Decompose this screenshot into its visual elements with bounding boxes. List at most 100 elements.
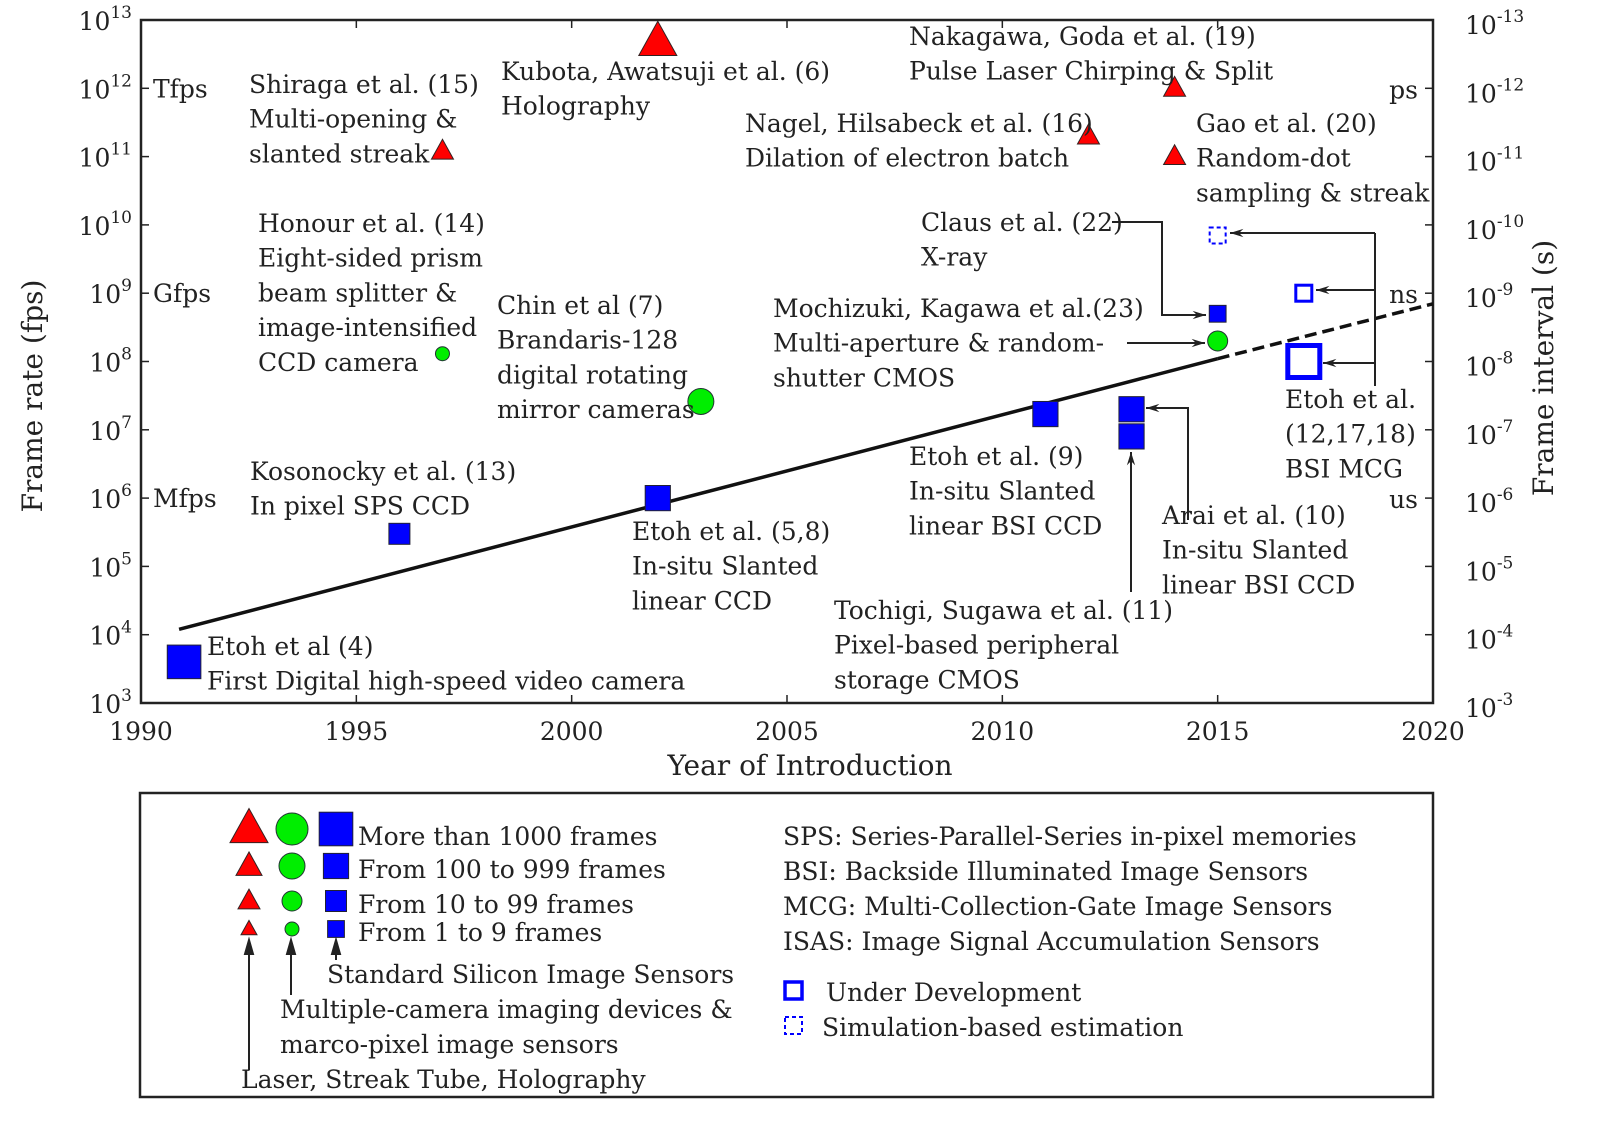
arrowhead-icon	[1192, 310, 1206, 320]
legend-category-label: marco-pixel image sensors	[280, 1030, 619, 1059]
point-square	[1294, 283, 1314, 303]
point-annotation: Nakagawa, Goda et al. (19)	[909, 22, 1256, 51]
y-tick-label: 103	[89, 686, 132, 719]
tick-base: 10	[79, 7, 111, 36]
tick-exponent: -11	[1497, 144, 1524, 164]
y2-tick-label: 10-9	[1465, 280, 1513, 313]
point-triangle	[1076, 123, 1101, 145]
arrowhead-icon	[330, 936, 342, 955]
arrowhead-icon	[1230, 228, 1244, 238]
x-tick-label: 1990	[109, 717, 173, 746]
y-tick-label: 109	[89, 276, 132, 309]
y-tick-label: 1012	[79, 71, 132, 104]
legend-square	[322, 852, 350, 880]
tick-exponent: -9	[1497, 280, 1514, 300]
tick-base: 10	[89, 280, 121, 309]
tick-exponent: -6	[1497, 485, 1514, 505]
tick-exponent: 9	[121, 276, 132, 296]
point-annotation: Random-dot	[1196, 144, 1351, 173]
point-annotation: linear BSI CCD	[909, 511, 1102, 540]
arrowhead-icon	[1323, 358, 1337, 368]
tick-base: 10	[1465, 11, 1497, 40]
tick-exponent: 5	[121, 549, 132, 569]
tick-exponent: -4	[1497, 622, 1514, 642]
point-annotation: In-situ Slanted	[1162, 536, 1348, 565]
point-annotation: Mochizuki, Kagawa et al.(23)	[773, 294, 1144, 323]
point-triangle	[430, 138, 455, 160]
tick-base: 10	[89, 553, 121, 582]
point-triangle	[1162, 143, 1187, 166]
point-annotation: Arai et al. (10)	[1161, 501, 1346, 530]
tick-exponent: -12	[1497, 75, 1524, 95]
x-tick-label: 1995	[325, 717, 389, 746]
point-annotation: In pixel SPS CCD	[250, 492, 470, 521]
point-annotation: Kubota, Awatsuji et al. (6)	[501, 57, 830, 86]
x-axis-label: Year of Introduction	[666, 749, 952, 782]
tick-base: 10	[1465, 79, 1497, 108]
unit-label: ns	[1389, 280, 1418, 309]
point-annotation: Shiraga et al. (15)	[249, 70, 479, 99]
arrowhead-icon	[1146, 403, 1160, 413]
tick-exponent: -8	[1497, 349, 1514, 369]
legend-category-label: Laser, Streak Tube, Holography	[241, 1065, 646, 1094]
tick-exponent: 8	[121, 345, 132, 365]
tick-exponent: -5	[1497, 553, 1514, 573]
arrowhead-icon	[1191, 338, 1205, 348]
tick-base: 10	[89, 690, 121, 719]
tick-base: 10	[79, 144, 111, 173]
arrow-claus	[1112, 221, 1206, 316]
point-circle	[687, 387, 715, 415]
legend-triangle	[229, 807, 269, 844]
trend-line-projected	[1217, 302, 1434, 361]
y2-tick-label: 10-8	[1465, 349, 1513, 382]
x-tick-label: 2020	[1401, 717, 1465, 746]
point-annotation: Etoh et al.	[1285, 385, 1416, 414]
legend-circle	[284, 921, 300, 937]
legend-size-label: From 1 to 9 frames	[358, 918, 602, 947]
y2-tick-label: 10-3	[1465, 690, 1513, 723]
point-annotation: storage CMOS	[834, 665, 1020, 694]
y2-tick-label: 10-6	[1465, 485, 1513, 518]
arrowhead-icon	[1126, 452, 1136, 466]
point-annotation: linear BSI CCD	[1162, 570, 1355, 599]
tick-exponent: 10	[110, 208, 132, 228]
legend-box	[138, 791, 1435, 1099]
tick-base: 10	[89, 349, 121, 378]
x-tick-label: 2010	[971, 717, 1035, 746]
point-annotation: Chin et al (7)	[497, 291, 663, 320]
point-square	[1118, 423, 1145, 450]
tick-exponent: -10	[1497, 212, 1524, 232]
x-tick-label: 2000	[540, 717, 604, 746]
y-tick-label: 1011	[79, 140, 132, 173]
legend-abbreviation: BSI: Backside Illuminated Image Sensors	[783, 857, 1308, 886]
legend-triangle	[240, 919, 258, 936]
point-annotation: In-situ Slanted	[909, 477, 1095, 506]
unit-label: Mfps	[153, 484, 217, 513]
legend-simulation-icon	[784, 1016, 803, 1035]
legend-abbreviation: SPS: Series-Parallel-Series in-pixel mem…	[783, 822, 1357, 851]
point-annotation: image-intensified	[258, 313, 477, 342]
legend-simulation: Simulation-based estimation	[822, 1013, 1183, 1042]
legend-abbreviation: ISAS: Image Signal Accumulation Sensors	[783, 927, 1320, 956]
point-annotation: Dilation of electron batch	[745, 144, 1069, 173]
legend-square	[325, 890, 347, 912]
point-annotation: Pulse Laser Chirping & Split	[909, 57, 1273, 86]
point-annotation: Kosonocky et al. (13)	[250, 457, 516, 486]
tick-exponent: 4	[121, 618, 132, 638]
x-tick-label: 2005	[755, 717, 819, 746]
point-annotation: beam splitter &	[258, 278, 457, 307]
legend-category-label: Standard Silicon Image Sensors	[327, 960, 734, 989]
legend-triangle	[237, 888, 261, 910]
point-annotation: Etoh et al. (5,8)	[632, 517, 830, 546]
point-annotation: (12,17,18)	[1285, 420, 1416, 449]
tick-exponent: 7	[121, 413, 132, 433]
legend-size-label: From 10 to 99 frames	[358, 890, 634, 919]
y-tick-label: 105	[89, 549, 132, 582]
point-square	[1208, 226, 1227, 245]
y-tick-label: 104	[89, 618, 132, 651]
point-annotation: linear CCD	[632, 586, 772, 615]
legend-triangle	[235, 850, 263, 876]
legend-circle	[281, 890, 303, 912]
point-triangle	[1162, 75, 1187, 97]
y2-axis-label: Frame interval (s)	[1527, 240, 1560, 496]
